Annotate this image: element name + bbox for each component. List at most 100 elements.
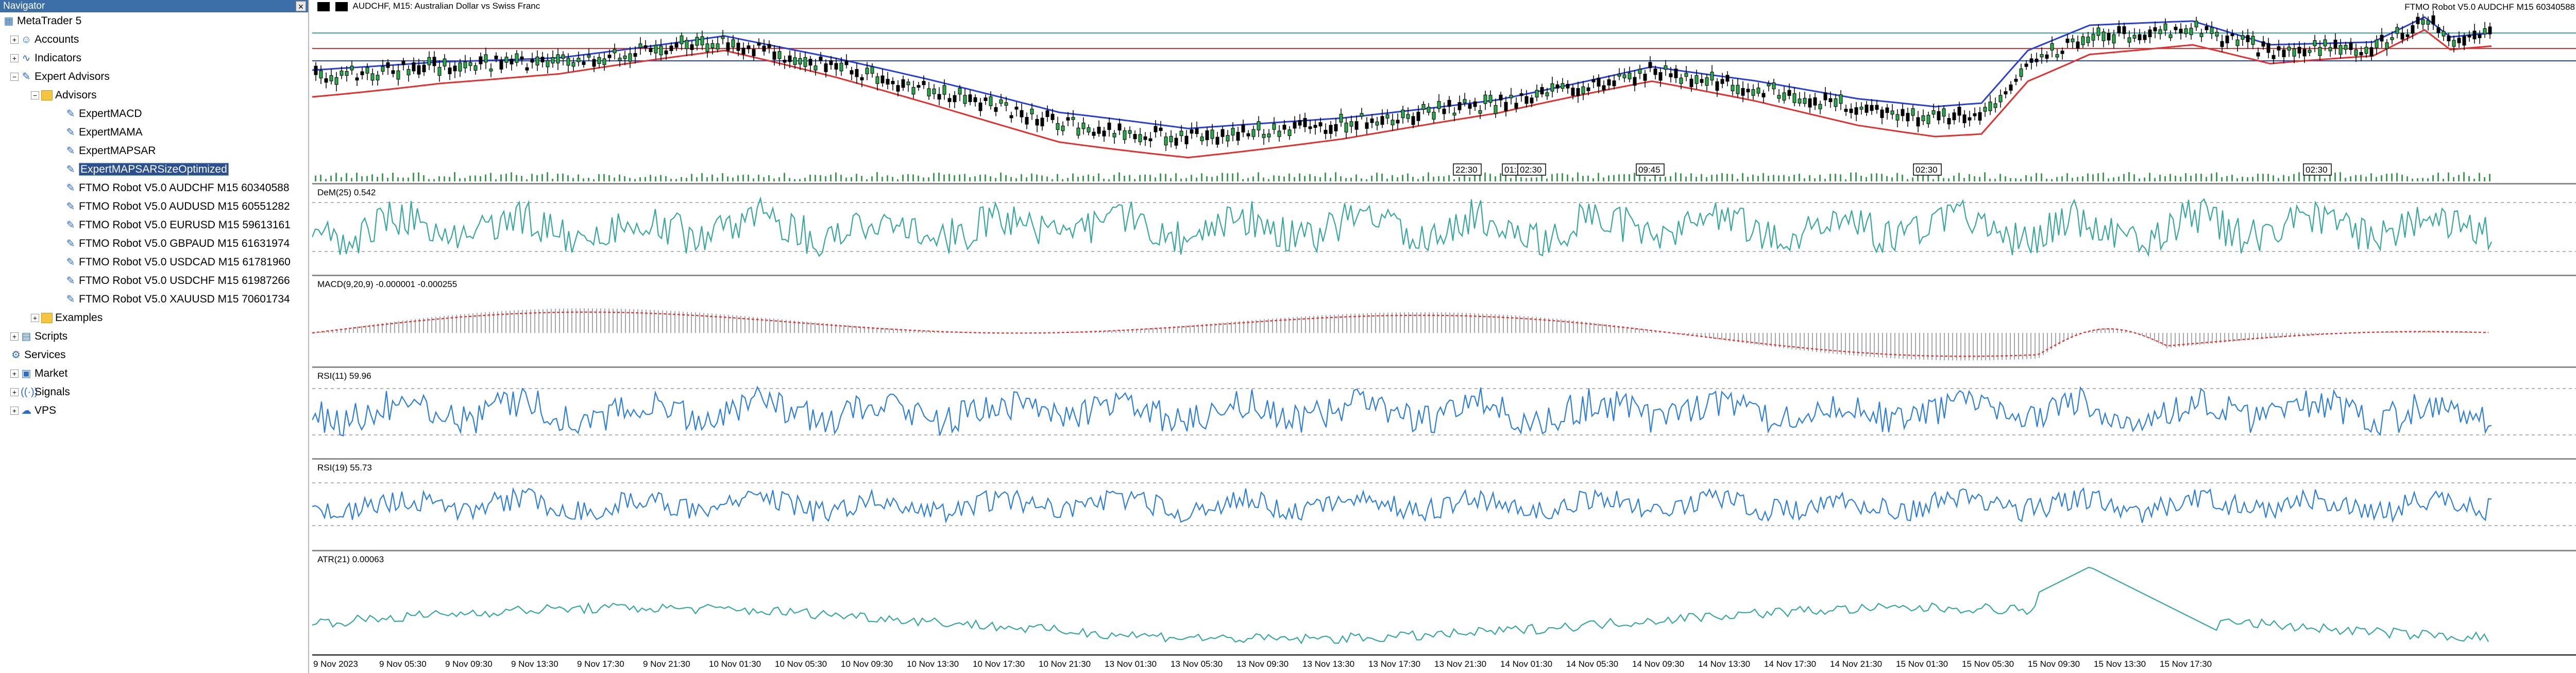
candle — [2421, 19, 2425, 25]
expand-toggle-icon[interactable]: − — [10, 73, 19, 81]
volume-bar — [1685, 176, 1687, 181]
volume-bar — [645, 177, 646, 181]
tree-item-expertmacd[interactable]: ✎ ExpertMACD — [65, 105, 142, 123]
candle — [2050, 43, 2054, 51]
candle — [2158, 29, 2162, 35]
price-pane[interactable]: AUDCHF, M15: Australian Dollar vs Swiss … — [312, 0, 2576, 183]
volume-bar — [861, 176, 862, 181]
expand-toggle-icon[interactable]: + — [10, 54, 19, 63]
candle — [1272, 123, 1276, 130]
candle — [1782, 92, 1786, 101]
candle — [334, 77, 338, 85]
expand-toggle-icon[interactable]: − — [31, 91, 39, 100]
expand-toggle-icon[interactable]: + — [10, 36, 19, 44]
tree-item-signals[interactable]: + ((·))Signals — [10, 383, 70, 401]
tree-item-examples[interactable]: + Examples — [31, 309, 103, 327]
volume-bar — [1762, 173, 1764, 181]
volume-bar — [1829, 174, 1831, 181]
volume-bar — [1757, 176, 1759, 181]
candle — [2390, 37, 2394, 40]
candle — [1071, 117, 1075, 120]
rsi19-chart-svg — [312, 482, 2576, 526]
candle — [2205, 26, 2209, 30]
expand-toggle-icon[interactable]: + — [10, 332, 19, 341]
tree-item-ftmo-robot-v5-0-eurusd-m15-59613161[interactable]: ✎ FTMO Robot V5.0 EURUSD M15 59613161 — [65, 216, 291, 234]
candle — [1921, 115, 1925, 122]
tree-item-market[interactable]: + ▣ Market — [10, 365, 67, 382]
candle — [2107, 32, 2111, 41]
expand-toggle-icon[interactable]: + — [10, 369, 19, 378]
volume-bar — [979, 175, 981, 181]
tree-item-scripts[interactable]: + ▤ Scripts — [10, 328, 67, 345]
candle — [1385, 114, 1389, 119]
volume-bar — [449, 177, 450, 181]
tree-item-expertmapsarsizeoptimized[interactable]: ✎ ExpertMAPSARSizeOptimized — [65, 161, 229, 178]
candle — [2266, 43, 2270, 53]
tree-item-accounts[interactable]: + ☺ Accounts — [10, 31, 79, 48]
tree-item-label: FTMO Robot V5.0 XAUUSD M15 70601734 — [79, 293, 290, 305]
chart-window[interactable]: AUDCHF, M15: Australian Dollar vs Swiss … — [312, 0, 2576, 673]
rsi11-pane[interactable]: RSI(11) 59.96 — [312, 366, 2576, 458]
volume-bar — [1814, 178, 1816, 181]
candle — [1653, 69, 1657, 75]
volume-bar — [619, 174, 620, 181]
candle — [2344, 45, 2348, 50]
candle — [2302, 48, 2307, 57]
tree-item-expertmama[interactable]: ✎ ExpertMAMA — [65, 124, 143, 141]
volume-bar — [1855, 172, 1857, 181]
candle — [1865, 104, 1869, 113]
tree-item-label: FTMO Robot V5.0 EURUSD M15 59613161 — [79, 219, 291, 231]
volume-bar — [2278, 178, 2279, 181]
tree-item-indicators[interactable]: + ∿ Indicators — [10, 49, 81, 67]
tree-item-ftmo-robot-v5-0-audchf-m15-60340588[interactable]: ✎ FTMO Robot V5.0 AUDCHF M15 60340588 — [65, 179, 290, 197]
navigator-close-button[interactable]: × — [296, 1, 306, 12]
tree-item-vps[interactable]: + ☁ VPS — [10, 402, 56, 419]
candle — [2313, 40, 2317, 46]
volume-bar — [1134, 179, 1136, 181]
expand-toggle-icon[interactable]: + — [10, 388, 19, 397]
candle — [1633, 77, 1637, 86]
tree-item-services[interactable]: ⚙ Services — [10, 346, 66, 364]
expert-icon: ✎ — [66, 201, 75, 213]
volume-bar — [1737, 178, 1738, 181]
candle — [1561, 83, 1565, 89]
metatrader-icon: ▦ — [4, 15, 14, 27]
candle — [2199, 33, 2204, 37]
volume-bar — [2030, 176, 2032, 181]
candle — [1313, 125, 1317, 128]
demarker-pane[interactable]: DeM(25) 0.542 — [312, 183, 2576, 275]
volume-bar — [2077, 177, 2078, 181]
candle — [1803, 98, 1807, 104]
tree-item-metatrader-5[interactable]: ▦ MetaTrader 5 — [3, 12, 82, 30]
candle — [2194, 21, 2198, 28]
tree-item-expert-advisors[interactable]: − ✎ Expert Advisors — [10, 68, 110, 86]
volume-bar — [985, 174, 986, 181]
volume-bar — [742, 175, 744, 181]
volume-bar — [1103, 178, 1105, 181]
tree-item-advisors[interactable]: − Advisors — [31, 87, 97, 104]
demarker-label: DeM(25) 0.542 — [317, 188, 376, 197]
tree-item-ftmo-robot-v5-0-usdcad-m15-61781960[interactable]: ✎ FTMO Robot V5.0 USDCAD M15 61781960 — [65, 254, 291, 271]
volume-bar — [485, 174, 486, 181]
volume-bar — [2247, 177, 2248, 181]
expand-toggle-icon[interactable]: + — [31, 314, 39, 323]
volume-bar — [2066, 173, 2068, 181]
candle — [1107, 122, 1111, 130]
tree-item-ftmo-robot-v5-0-xauusd-m15-70601734[interactable]: ✎ FTMO Robot V5.0 XAUUSD M15 70601734 — [65, 291, 290, 308]
macd-pane[interactable]: MACD(9,20,9) -0.000001 -0.000255 — [312, 275, 2576, 366]
volume-bar — [1963, 178, 1965, 181]
rsi19-pane[interactable]: RSI(19) 55.73 — [312, 458, 2576, 550]
tree-item-ftmo-robot-v5-0-audusd-m15-60551282[interactable]: ✎ FTMO Robot V5.0 AUDUSD M15 60551282 — [65, 198, 290, 215]
tree-item-ftmo-robot-v5-0-gbpaud-m15-61631974[interactable]: ✎ FTMO Robot V5.0 GBPAUD M15 61631974 — [65, 235, 290, 253]
tree-item-expertmapsar[interactable]: ✎ ExpertMAPSAR — [65, 142, 156, 160]
volume-bar — [2206, 177, 2207, 181]
chart-grid-icon[interactable] — [335, 2, 348, 11]
tree-item-ftmo-robot-v5-0-usdchf-m15-61987266[interactable]: ✎ FTMO Robot V5.0 USDCHF M15 61987266 — [65, 272, 290, 290]
candle — [1375, 121, 1379, 126]
candle — [2323, 39, 2327, 46]
atr-pane[interactable]: ATR(21) 0.00063 — [312, 550, 2576, 654]
chart-menu-icon[interactable] — [317, 2, 330, 11]
expand-toggle-icon[interactable]: + — [10, 407, 19, 415]
candle — [1087, 127, 1091, 132]
candle — [1658, 72, 1663, 81]
